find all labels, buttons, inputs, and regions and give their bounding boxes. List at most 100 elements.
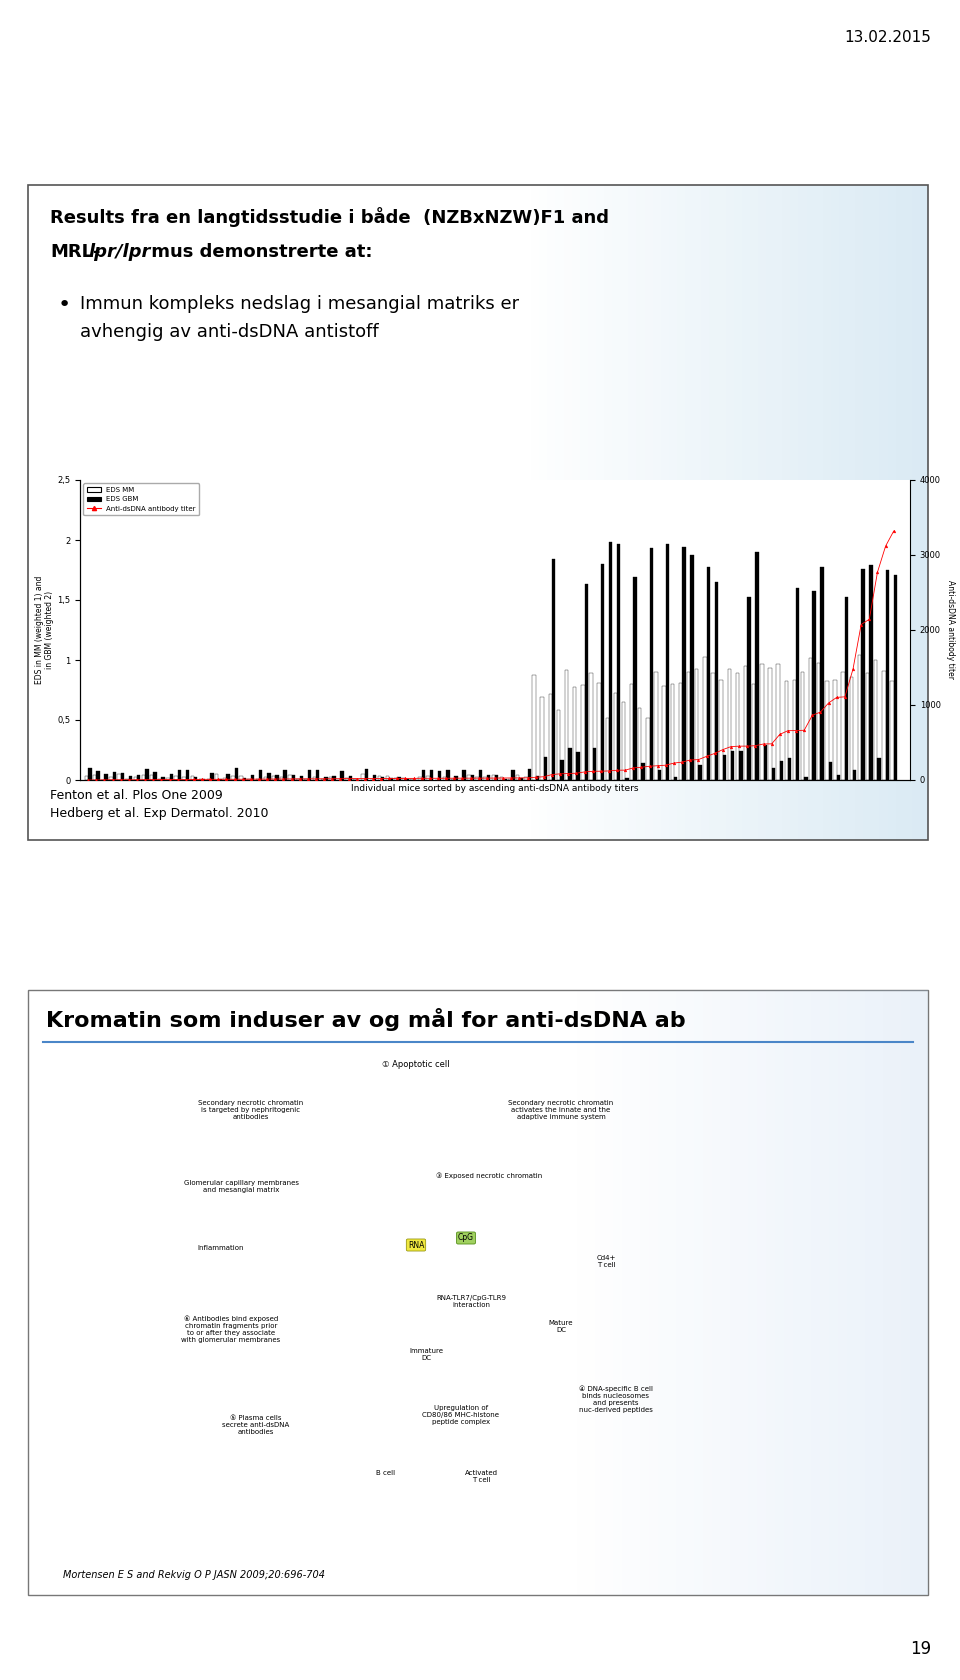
Bar <box>426 776 430 780</box>
Bar <box>500 778 503 780</box>
Bar <box>733 185 742 840</box>
Bar <box>804 778 807 780</box>
Bar <box>571 185 580 840</box>
Text: Inflammation: Inflammation <box>198 1245 244 1252</box>
Bar <box>190 776 194 780</box>
Bar <box>793 680 796 780</box>
Bar <box>709 185 717 840</box>
Bar <box>589 674 592 780</box>
Bar <box>641 763 645 780</box>
Bar <box>766 990 775 1594</box>
Bar <box>866 674 870 780</box>
Bar <box>735 674 739 780</box>
Bar <box>96 771 100 780</box>
Bar <box>492 774 495 780</box>
Bar <box>677 185 685 840</box>
Bar <box>377 776 381 780</box>
Bar <box>613 990 622 1594</box>
Bar <box>516 774 519 780</box>
Bar <box>801 672 804 780</box>
Bar <box>372 774 376 780</box>
Bar <box>280 778 283 780</box>
Bar <box>576 753 580 780</box>
Text: ⑥ Antibodies bind exposed
chromatin fragments prior
to or after they associate
w: ⑥ Antibodies bind exposed chromatin frag… <box>181 1315 280 1342</box>
Bar <box>815 185 823 840</box>
Bar <box>748 990 757 1594</box>
Bar <box>811 990 820 1594</box>
Text: Hedberg et al. Exp Dermatol. 2010: Hedberg et al. Exp Dermatol. 2010 <box>50 806 269 820</box>
Bar <box>145 769 149 780</box>
Bar <box>592 748 596 780</box>
Bar <box>475 776 479 780</box>
Bar <box>129 776 132 780</box>
Bar <box>438 771 442 780</box>
Bar <box>742 185 750 840</box>
Bar <box>112 773 116 780</box>
Bar <box>707 566 710 780</box>
Bar <box>719 680 723 780</box>
Bar <box>703 990 712 1594</box>
Bar <box>523 185 531 840</box>
Bar <box>788 758 791 780</box>
Bar <box>365 769 369 780</box>
Bar <box>910 990 919 1594</box>
Bar <box>568 990 577 1594</box>
Bar <box>817 664 821 780</box>
Bar <box>847 990 856 1594</box>
Bar <box>105 774 108 780</box>
Bar <box>394 778 397 780</box>
Bar <box>683 548 685 780</box>
Bar <box>799 185 806 840</box>
Text: mus demonstrerte at:: mus demonstrerte at: <box>145 244 372 260</box>
Bar <box>622 702 625 780</box>
Bar <box>662 685 666 780</box>
Bar <box>540 185 547 840</box>
Bar <box>903 185 912 840</box>
Bar <box>750 185 757 840</box>
Bar <box>556 185 564 840</box>
Bar <box>573 687 576 780</box>
Bar <box>613 692 617 780</box>
Bar <box>28 185 928 840</box>
Legend: EDS MM, EDS GBM, Anti-dsDNA antibody titer: EDS MM, EDS GBM, Anti-dsDNA antibody tit… <box>84 484 200 516</box>
Bar <box>812 591 816 780</box>
Bar <box>872 185 879 840</box>
Bar <box>313 776 316 780</box>
Bar <box>470 774 474 780</box>
Bar <box>650 548 653 780</box>
Bar <box>419 778 421 780</box>
Bar <box>142 776 145 780</box>
Bar <box>863 185 872 840</box>
Bar <box>768 667 772 780</box>
Bar <box>117 774 121 780</box>
Bar <box>655 672 658 780</box>
Bar <box>711 674 714 780</box>
Bar <box>695 669 699 780</box>
Text: Results fra en langtidsstudie i både  (NZBxNZW)F1 and: Results fra en langtidsstudie i både (NZ… <box>50 207 609 227</box>
Bar <box>620 185 628 840</box>
Bar <box>894 575 898 780</box>
Bar <box>617 544 620 780</box>
Bar <box>693 185 701 840</box>
Bar <box>685 185 693 840</box>
Bar <box>239 776 243 780</box>
Bar <box>564 185 571 840</box>
Text: Immun kompleks nedslag i mesangial matriks er: Immun kompleks nedslag i mesangial matri… <box>80 296 519 312</box>
Bar <box>712 990 721 1594</box>
X-axis label: Individual mice sorted by ascending anti-dsDNA antibody titers: Individual mice sorted by ascending anti… <box>351 785 638 793</box>
Bar <box>685 990 694 1594</box>
Bar <box>857 655 861 780</box>
Bar <box>649 990 658 1594</box>
Bar <box>839 185 847 840</box>
Bar <box>341 771 344 780</box>
Bar <box>714 581 718 780</box>
Bar <box>723 754 727 780</box>
Bar <box>756 553 758 780</box>
Bar <box>919 990 928 1594</box>
Bar <box>345 778 348 780</box>
Text: RNA-TLR7/CpG-TLR9
interaction: RNA-TLR7/CpG-TLR9 interaction <box>436 1295 506 1309</box>
Bar <box>612 185 620 840</box>
Bar <box>174 776 178 780</box>
Bar <box>837 774 840 780</box>
Bar <box>316 771 320 780</box>
